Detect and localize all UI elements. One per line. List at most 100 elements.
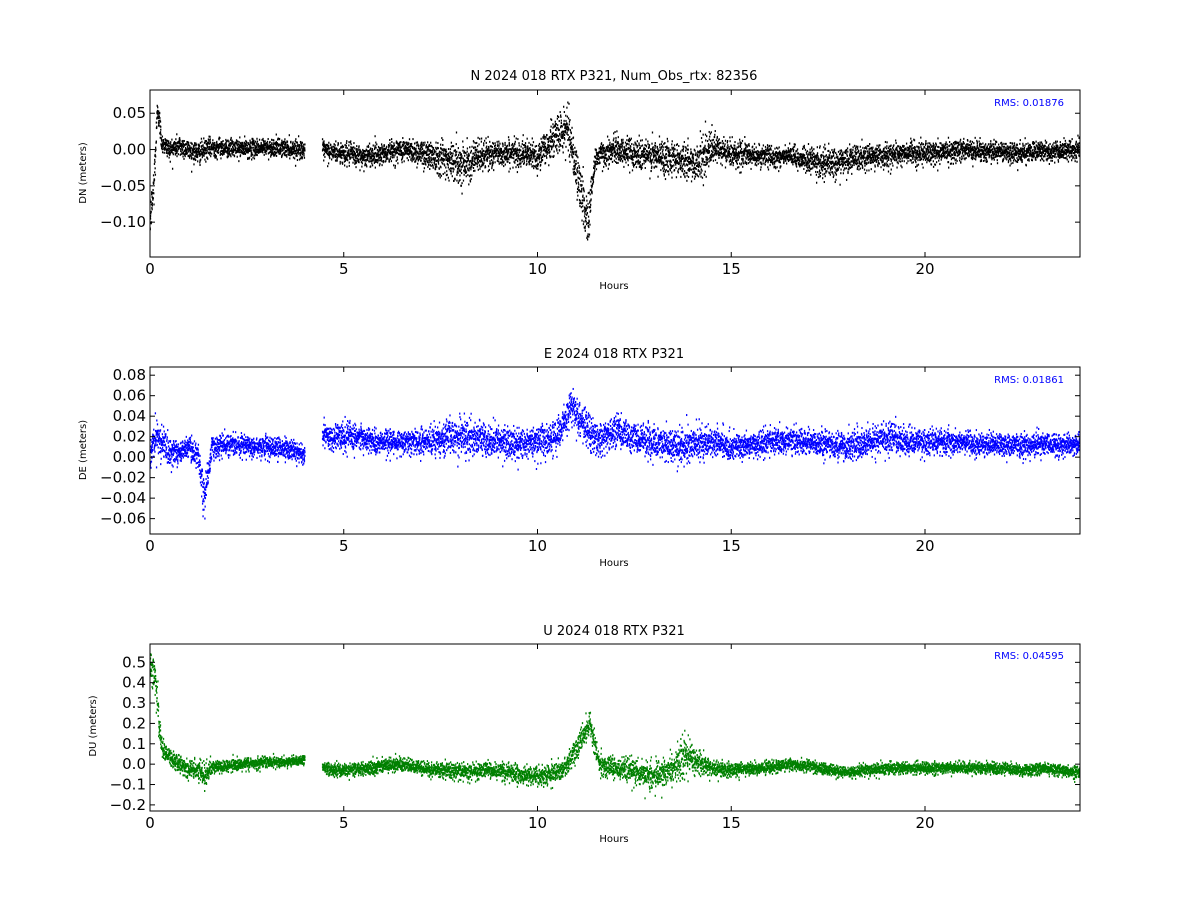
north-data-point <box>578 177 580 180</box>
north-data-point <box>601 144 604 147</box>
north-data-point <box>486 148 489 151</box>
north-data-point <box>212 139 214 142</box>
north-data-point <box>729 159 732 161</box>
north-data-point <box>489 145 492 148</box>
north-data-point <box>200 149 202 152</box>
north-data-point <box>724 148 726 151</box>
north-data-point <box>583 197 585 200</box>
north-data-point <box>632 152 634 155</box>
north-data-point <box>181 151 183 154</box>
north-data-point <box>569 153 571 156</box>
north-data-point <box>680 175 682 178</box>
north-data-point <box>626 143 628 146</box>
north-data-point <box>542 146 545 149</box>
north-data-point <box>699 145 702 148</box>
north-data-point <box>733 151 735 154</box>
north-data-point <box>402 137 404 140</box>
north-data-point <box>589 206 592 209</box>
north-data-point <box>231 151 233 154</box>
north-data-point <box>617 158 620 161</box>
north-data-point <box>373 153 375 156</box>
north-data-point <box>652 154 655 157</box>
north-data-point <box>716 152 718 155</box>
north-data-point <box>480 158 483 161</box>
north-data-point <box>508 158 510 161</box>
north-data-point <box>349 157 351 160</box>
north-data-point <box>440 166 442 169</box>
north-data-point <box>578 164 580 167</box>
north-data-point <box>496 144 499 147</box>
north-data-point <box>741 155 743 158</box>
north-data-point <box>710 131 712 134</box>
north-data-point <box>475 162 478 165</box>
north-data-point <box>447 163 449 166</box>
north-data-point <box>460 184 463 187</box>
north-data-point <box>520 145 522 148</box>
north-data-point <box>188 141 190 144</box>
north-data-point <box>585 217 587 220</box>
north-data-point <box>441 161 443 164</box>
north-data-point <box>301 141 303 144</box>
north-data-point <box>494 142 496 145</box>
north-data-point <box>403 141 405 143</box>
north-data-point <box>205 147 207 150</box>
north-data-point <box>705 158 707 161</box>
north-data-point <box>424 152 426 155</box>
north-data-point <box>492 142 495 145</box>
north-data-point <box>401 161 403 164</box>
north-data-point <box>680 162 682 165</box>
north-data-point <box>544 149 546 152</box>
north-data-point <box>634 150 636 152</box>
north-data-point <box>619 145 622 148</box>
north-data-point <box>217 151 219 154</box>
north-data-point <box>301 156 303 159</box>
north-data-point <box>473 152 475 155</box>
north-data-point <box>664 146 666 149</box>
north-data-point <box>436 172 438 175</box>
north-data-point <box>514 143 516 146</box>
north-data-point <box>453 159 455 162</box>
north-data-point <box>361 156 363 159</box>
north-data-point <box>579 190 582 193</box>
north-data-point <box>555 127 558 129</box>
north-data-point <box>693 177 696 180</box>
north-data-point <box>526 152 529 155</box>
north-data-point <box>155 121 157 124</box>
north-data-point <box>221 144 223 147</box>
north-data-point <box>176 141 179 144</box>
north-data-point <box>564 123 566 126</box>
north-data-point <box>279 149 281 152</box>
north-data-point <box>448 155 450 158</box>
north-data-point <box>246 141 248 144</box>
north-data-point <box>534 150 536 153</box>
north-data-point <box>660 147 662 150</box>
north-data-point <box>654 146 656 149</box>
north-data-point <box>163 151 165 154</box>
north-data-point <box>540 157 542 160</box>
north-data-point <box>506 150 508 153</box>
north-data-point <box>607 145 609 148</box>
north-data-point <box>457 167 459 170</box>
north-data-point <box>711 139 713 142</box>
north-data-point <box>741 162 743 165</box>
north-data-point <box>609 149 611 152</box>
north-data-point <box>454 160 457 163</box>
north-data-point <box>387 150 390 153</box>
north-data-point <box>416 156 419 159</box>
north-data-point <box>515 152 517 155</box>
north-data-point <box>723 148 725 151</box>
north-data-point <box>301 146 303 149</box>
north-data-point <box>248 142 250 145</box>
north-data-point <box>324 146 326 149</box>
north-data-point <box>380 158 383 161</box>
north-data-point <box>659 152 662 155</box>
north-data-point <box>556 115 559 118</box>
north-data-point <box>342 150 344 153</box>
north-data-point <box>619 159 622 162</box>
north-data-point <box>200 153 202 156</box>
north-data-point <box>538 142 541 145</box>
north-data-point <box>359 151 362 154</box>
north-data-point <box>492 154 494 157</box>
north-data-point <box>449 151 451 154</box>
north-data-point <box>268 147 270 150</box>
